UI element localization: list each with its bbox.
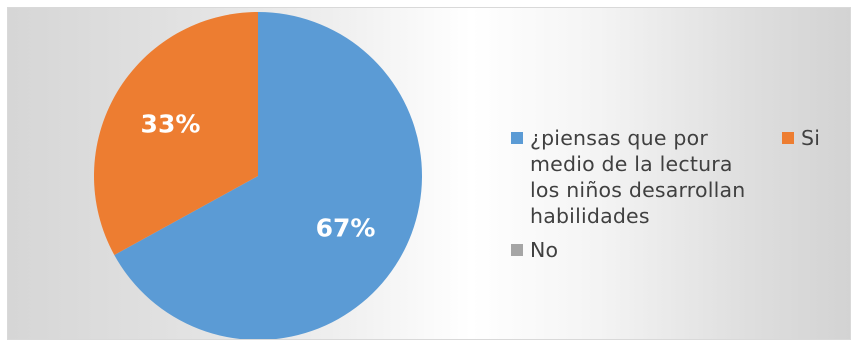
pie-slice-pregunta: [114, 12, 422, 339]
chart-area: 67% 33% ¿piensas que por medio de la lect…: [7, 7, 851, 340]
legend-swatch-no: [511, 244, 523, 256]
legend-entry-no: No: [511, 237, 558, 263]
legend-swatch-si: [782, 132, 794, 144]
legend-entry-pregunta: ¿piensas que por medio de la lectura los…: [511, 125, 745, 229]
legend-label-no: No: [530, 238, 559, 262]
legend-label-pregunta-line-1: ¿piensas que por: [530, 126, 708, 150]
chart-legend: ¿piensas que por medio de la lectura los…: [511, 125, 850, 275]
legend-label-pregunta: ¿piensas que por medio de la lectura los…: [530, 125, 745, 229]
legend-label-pregunta-line-2: medio de la lectura: [530, 152, 733, 176]
legend-entry-si: Si: [782, 125, 820, 151]
data-label-pregunta: 67%: [316, 213, 376, 242]
legend-swatch-pregunta: [511, 132, 523, 144]
pie-slice-si: [94, 12, 258, 256]
data-label-si: 33%: [141, 110, 201, 139]
legend-label-si: Si: [801, 126, 821, 150]
legend-label-pregunta-line-3: los niños desarrollan: [530, 178, 746, 202]
legend-label-pregunta-line-4: habilidades: [530, 204, 650, 228]
pie-chart: 67% 33%: [94, 12, 422, 339]
